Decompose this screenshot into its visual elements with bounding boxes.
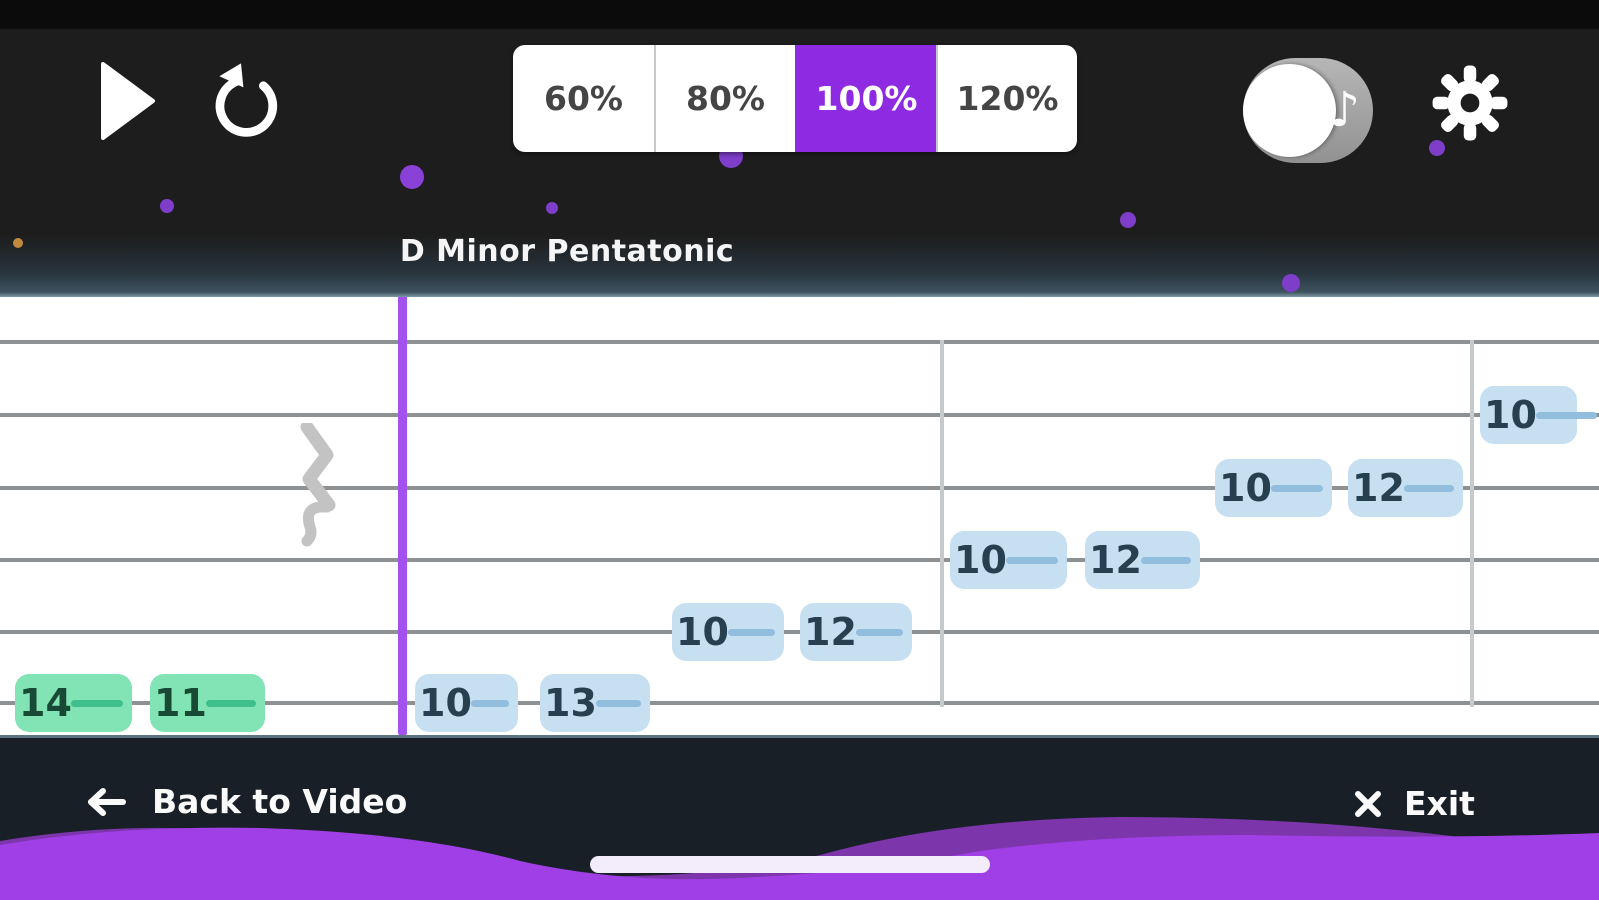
gear-icon: [1432, 65, 1508, 141]
speed-120pct-button[interactable]: 120%: [936, 45, 1077, 152]
restart-button[interactable]: [209, 60, 289, 142]
note-fret-10[interactable]: 10: [950, 531, 1067, 589]
fret-number: 11: [154, 681, 207, 725]
fret-number: 12: [804, 610, 857, 654]
sustain-line: [1006, 556, 1058, 564]
note-fret-12[interactable]: 12: [1348, 459, 1463, 517]
back-arrow-icon: [88, 787, 126, 816]
back-to-video-button[interactable]: Back to Video: [84, 782, 407, 821]
note-fret-10[interactable]: 10: [1480, 386, 1597, 444]
speed-selector: 60% 80% 100% 120%: [513, 45, 1077, 152]
note-fret-12[interactable]: 12: [800, 603, 912, 661]
toggle-knob: [1243, 64, 1336, 157]
play-button[interactable]: [101, 62, 155, 140]
note-fret-12[interactable]: 12: [1085, 531, 1200, 589]
fret-number: 10: [676, 610, 729, 654]
fret-number: 12: [1352, 466, 1405, 510]
confetti-dot: [1429, 140, 1445, 156]
note-fret-10[interactable]: 10: [672, 603, 784, 661]
sound-toggle[interactable]: ♪: [1243, 58, 1373, 163]
speed-80pct-button[interactable]: 80%: [654, 45, 795, 152]
sustain-line: [71, 699, 123, 707]
fret-number: 10: [1484, 393, 1537, 437]
exit-button[interactable]: Exit: [1354, 784, 1475, 823]
purple-wave-decoration: [0, 817, 1599, 900]
sustain-line: [1404, 484, 1454, 492]
tab-string-5: [0, 630, 1599, 634]
confetti-dot: [546, 202, 558, 214]
barline-1: [940, 340, 944, 707]
tablature-area: 14 11 10 13 10 12 10 12 10 12 10: [0, 283, 1599, 737]
fret-number: 10: [1219, 466, 1272, 510]
fret-number: 10: [954, 538, 1007, 582]
bottom-bar: Back to Video Exit: [0, 735, 1599, 900]
fret-number: 10: [419, 681, 472, 725]
note-fret-10[interactable]: 10: [1215, 459, 1332, 517]
fret-number: 13: [544, 681, 597, 725]
confetti-dot: [1282, 274, 1300, 292]
sustain-line: [596, 699, 641, 707]
note-fret-11[interactable]: 11: [150, 674, 265, 732]
exit-x-icon: [1355, 790, 1381, 817]
note-fret-10[interactable]: 10: [415, 674, 518, 732]
sustain-line: [1536, 411, 1597, 419]
tab-string-3: [0, 486, 1599, 490]
tab-string-1: [0, 340, 1599, 344]
sustain-line: [728, 628, 775, 636]
speed-60pct-button[interactable]: 60%: [513, 45, 654, 152]
note-fret-13[interactable]: 13: [540, 674, 650, 732]
confetti-dot: [160, 199, 174, 213]
scale-title: D Minor Pentatonic: [399, 234, 735, 269]
sustain-line: [1141, 556, 1191, 564]
exit-label: Exit: [1404, 784, 1475, 823]
fret-number: 12: [1089, 538, 1142, 582]
note-fret-14[interactable]: 14: [15, 674, 132, 732]
settings-button[interactable]: [1431, 63, 1509, 143]
music-note-icon: ♪: [1329, 81, 1360, 138]
sustain-line: [471, 699, 509, 707]
confetti-dot: [13, 238, 23, 248]
play-icon: [101, 62, 155, 140]
quarter-rest-icon: [293, 420, 341, 555]
top-toolbar: 60% 80% 100% 120% ♪: [0, 0, 1599, 297]
fret-number: 14: [19, 681, 72, 725]
speed-100pct-button[interactable]: 100%: [795, 45, 936, 152]
sustain-line: [206, 699, 256, 707]
playhead-cursor[interactable]: [398, 283, 407, 737]
home-indicator[interactable]: [590, 856, 990, 873]
restart-icon: [215, 63, 278, 137]
confetti-dot: [1120, 212, 1136, 228]
barline-2: [1470, 340, 1474, 707]
sustain-line: [1271, 484, 1323, 492]
tab-string-2: [0, 413, 1599, 417]
sustain-line: [856, 628, 903, 636]
back-to-video-label: Back to Video: [152, 782, 408, 821]
tab-string-4: [0, 558, 1599, 562]
confetti-dot: [400, 165, 424, 189]
tab-string-6: [0, 701, 1599, 705]
